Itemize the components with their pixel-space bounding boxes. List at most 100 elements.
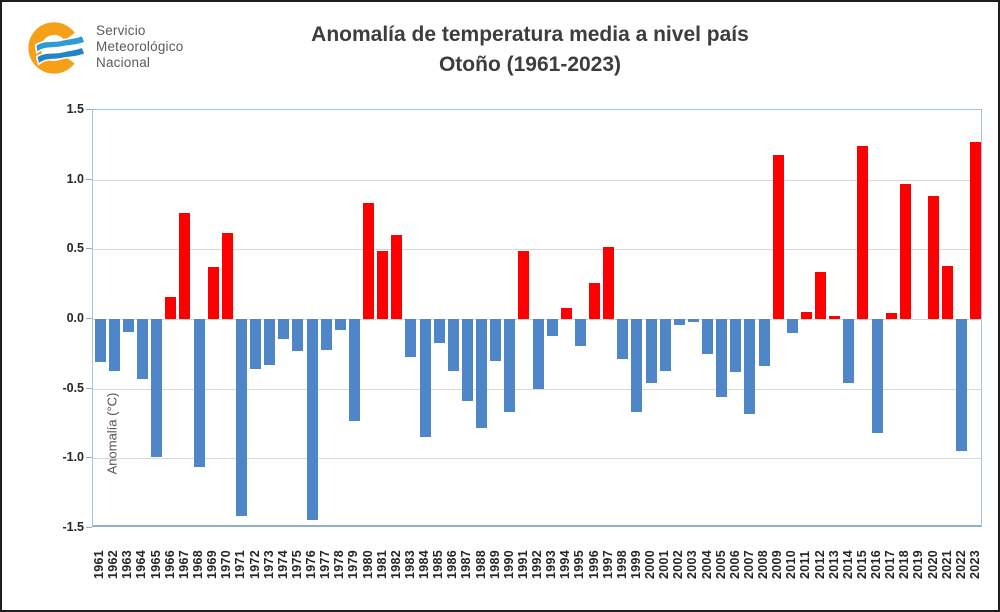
x-tick-label-1974: 1974 — [275, 549, 290, 579]
logo-wave-top — [34, 34, 87, 55]
y-tick-mark--1.5 — [86, 527, 92, 528]
bar-2000 — [645, 319, 657, 384]
bar-2013 — [829, 316, 841, 319]
bar-2022 — [956, 319, 968, 452]
y-tick-label--0.5: -0.5 — [62, 380, 84, 395]
x-tick-label-2022: 2022 — [953, 549, 968, 579]
x-tick-label-1966: 1966 — [162, 549, 177, 579]
smn-logo-icon — [28, 22, 87, 74]
bar-2002 — [673, 319, 685, 325]
x-tick-label-2023: 2023 — [967, 549, 982, 579]
bar-2015 — [857, 146, 869, 319]
bar-2018 — [899, 183, 911, 319]
bar-2021 — [942, 266, 954, 319]
bar-1982 — [391, 235, 403, 319]
x-tick-label-1991: 1991 — [515, 549, 530, 579]
bar-1980 — [363, 203, 374, 319]
x-tick-label-1963: 1963 — [120, 549, 135, 579]
bar-1971 — [235, 319, 247, 516]
smn-logo: Servicio Meteorológico Nacional — [24, 16, 183, 78]
bar-1983 — [405, 319, 417, 357]
bar-1968 — [193, 319, 205, 467]
x-tick-label-1965: 1965 — [148, 549, 163, 579]
y-tick-mark--0.5 — [86, 387, 92, 389]
bar-1987 — [461, 319, 473, 402]
x-tick-label-1979: 1979 — [346, 549, 361, 579]
bar-1969 — [207, 267, 219, 319]
y-tick-mark-0.0 — [86, 318, 92, 319]
bar-1973 — [264, 319, 276, 365]
x-tick-label-1984: 1984 — [417, 549, 431, 579]
plot-area: Anomalía (°C) — [92, 109, 982, 527]
bar-1995 — [574, 319, 586, 346]
x-tick-label-1986: 1986 — [445, 549, 460, 579]
x-tick-label-2018: 2018 — [897, 549, 912, 579]
x-tick-label-1975: 1975 — [289, 549, 304, 579]
y-tick-mark--1.0 — [86, 457, 92, 459]
y-tick-mark-1.5 — [86, 109, 92, 110]
x-tick-label-1988: 1988 — [473, 549, 488, 579]
bar-2011 — [800, 312, 812, 319]
bar-1970 — [221, 232, 233, 319]
bar-2016 — [871, 319, 883, 434]
chart-header: Anomalía de temperatura media a nivel pa… — [2, 20, 998, 80]
y-tick-label-1.5: 1.5 — [66, 102, 84, 116]
smn-logo-text: Servicio Meteorológico Nacional — [96, 23, 183, 71]
bar-2012 — [815, 271, 826, 319]
x-tick-label-2005: 2005 — [713, 549, 728, 579]
x-tick-label-1967: 1967 — [176, 549, 191, 579]
chart-title: Anomalía de temperatura media a nivel pa… — [311, 23, 749, 46]
bar-2009 — [772, 154, 784, 319]
bar-2017 — [885, 313, 897, 319]
x-tick-label-2019: 2019 — [911, 549, 926, 579]
logo-text-line3: Nacional — [96, 55, 151, 70]
x-tick-label-1972: 1972 — [247, 549, 262, 579]
bar-1985 — [433, 319, 445, 343]
bar-2023 — [970, 142, 982, 319]
bar-1965 — [151, 319, 163, 457]
bar-1966 — [165, 296, 177, 319]
y-tick-mark-0.5 — [86, 248, 92, 250]
bar-2005 — [716, 319, 728, 397]
x-tick-label-1970: 1970 — [219, 549, 234, 579]
x-tick-label-1962: 1962 — [106, 549, 121, 579]
y-tick-label-1.0: 1.0 — [66, 171, 84, 186]
bar-1986 — [447, 319, 459, 371]
bar-2006 — [730, 319, 742, 372]
bar-2003 — [687, 319, 699, 322]
x-tick-label-2013: 2013 — [826, 549, 841, 579]
bar-1979 — [348, 319, 360, 421]
bar-1993 — [546, 319, 558, 336]
bar-2020 — [928, 196, 940, 319]
x-tick-label-2004: 2004 — [699, 549, 714, 579]
bar-1975 — [292, 319, 304, 351]
x-tick-label-2012: 2012 — [812, 549, 827, 579]
bar-1967 — [179, 213, 191, 319]
bar-2001 — [659, 319, 671, 371]
x-tick-label-1971: 1971 — [233, 549, 248, 579]
bar-1972 — [250, 319, 261, 370]
logo-text-line1: Servicio — [96, 23, 146, 38]
bar-1997 — [603, 246, 615, 319]
x-tick-label-1968: 1968 — [191, 549, 205, 579]
y-tick-label-0.5: 0.5 — [66, 241, 84, 256]
x-tick-label-1980: 1980 — [360, 549, 375, 579]
bar-1961 — [94, 319, 106, 363]
bar-2010 — [786, 319, 798, 333]
x-tick-label-1997: 1997 — [600, 549, 615, 579]
bar-2007 — [744, 319, 756, 414]
x-tick-label-2000: 2000 — [643, 549, 657, 579]
bar-1994 — [560, 307, 572, 319]
x-tick-label-1976: 1976 — [304, 549, 318, 579]
gridline--1.0 — [93, 458, 981, 460]
x-tick-label-2001: 2001 — [657, 549, 672, 579]
logo-wave-bottom — [35, 45, 87, 66]
bar-1974 — [278, 319, 290, 339]
gridline-0.5 — [93, 249, 981, 251]
x-tick-label-1983: 1983 — [402, 549, 417, 579]
x-tick-label-1998: 1998 — [614, 549, 629, 579]
bar-1998 — [617, 319, 629, 360]
x-tick-label-2015: 2015 — [854, 549, 869, 579]
x-tick-label-1985: 1985 — [431, 549, 446, 579]
